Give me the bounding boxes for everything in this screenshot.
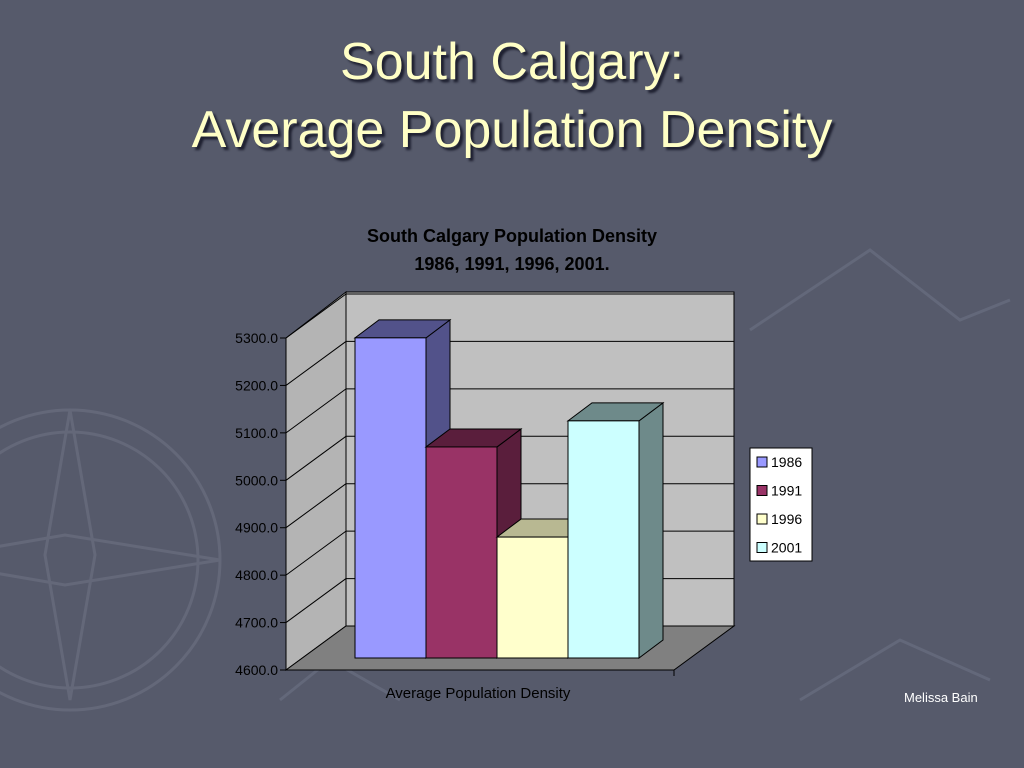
y-tick-label: 5300.0 — [235, 330, 278, 346]
legend-swatch-1996 — [756, 513, 768, 525]
bar-front-1991 — [425, 446, 498, 659]
y-axis: 4600.0 4700.0 4800.0 4900.0 5000.0 5100.0 5200… — [235, 330, 675, 678]
x-axis: Average Population Density — [386, 685, 571, 702]
y-tick-label: 5200.0 — [235, 377, 278, 393]
side-wall — [285, 290, 347, 671]
legend-label-1996: 1996 — [771, 511, 802, 527]
author-credit: Melissa Bain — [904, 690, 978, 705]
slide-title-line-2: Average Population Density — [191, 101, 833, 159]
gridline-side — [285, 530, 347, 576]
bar-front-1986 — [354, 337, 427, 659]
legend-label-1991: 1991 — [771, 483, 802, 499]
chart-subtitle: 1986, 1991, 1996, 2001. — [414, 254, 610, 274]
gridline-side — [285, 388, 347, 434]
gridline-side — [285, 435, 347, 481]
chart-title: South Calgary Population Density — [366, 226, 658, 246]
legend-label-2001: 2001 — [771, 540, 802, 556]
y-tick-label: 4800.0 — [235, 567, 278, 583]
slide-title: South Calgary: Average Population Densit… — [0, 28, 1024, 164]
gridline-side — [285, 483, 347, 529]
bar-2001 — [566, 401, 665, 659]
y-tick-label: 5000.0 — [235, 472, 278, 488]
bar-front-2001 — [567, 420, 640, 659]
legend-swatch-1986 — [756, 456, 768, 468]
y-tick-label: 4600.0 — [235, 662, 278, 678]
y-tick-label: 4900.0 — [235, 520, 278, 536]
legend-swatch-1991 — [756, 485, 768, 496]
chart-bars — [353, 318, 665, 659]
y-tick-label: 5100.0 — [235, 425, 278, 441]
gridline-side — [285, 578, 347, 623]
gridline-side — [285, 293, 347, 339]
bar-side-2001 — [638, 401, 664, 659]
legend-label-1986: 1986 — [771, 454, 802, 470]
x-category-label: Average Population Density — [386, 685, 571, 702]
slide-title-line-1: South Calgary: — [340, 33, 684, 91]
chart-legend: 1986 1991 1996 2001 — [749, 447, 813, 562]
y-tick-label: 4700.0 — [235, 615, 278, 631]
legend-swatch-2001 — [756, 542, 768, 553]
gridline-side — [285, 341, 347, 386]
bar-front-1996 — [496, 536, 569, 659]
chart-title-block: South Calgary Population Density 1986, 1… — [262, 222, 762, 278]
